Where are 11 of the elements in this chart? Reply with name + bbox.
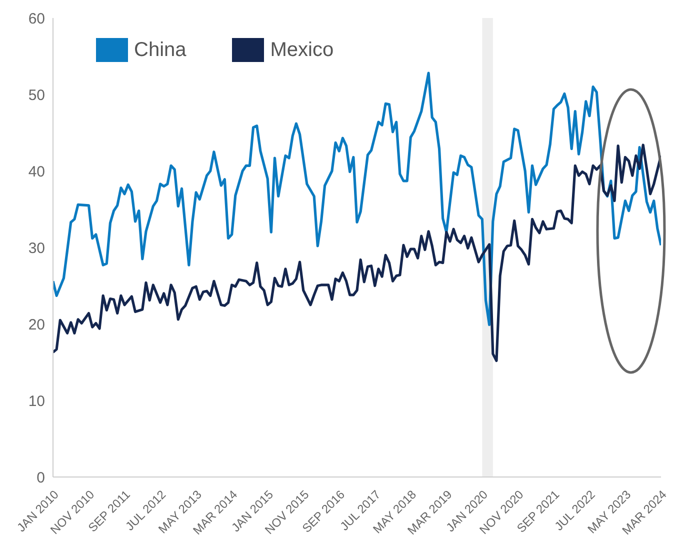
- y-tick-label: 40: [28, 163, 45, 180]
- legend-label: Mexico: [270, 38, 334, 62]
- y-tick-label: 0: [36, 469, 45, 486]
- line-series: [53, 72, 661, 326]
- y-tick-label: 20: [28, 316, 45, 334]
- legend-label: China: [134, 38, 186, 62]
- y-tick-label: 50: [28, 86, 45, 104]
- line-series: [53, 144, 661, 362]
- y-tick-label: 10: [28, 392, 45, 410]
- y-tick-label: 60: [28, 10, 45, 28]
- y-tick-label: 30: [28, 240, 45, 257]
